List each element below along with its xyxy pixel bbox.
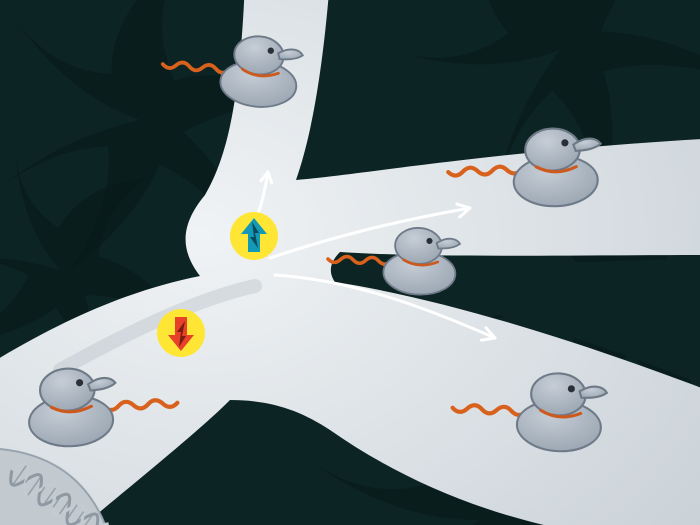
signal-up-icon — [157, 309, 205, 357]
signal-down-icon — [230, 212, 278, 260]
diagram-root — [0, 0, 700, 525]
